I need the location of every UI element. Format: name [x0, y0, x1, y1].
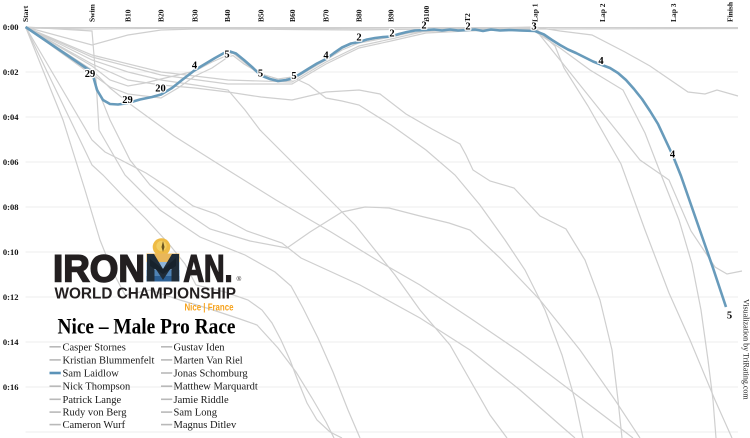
- svg-text:5: 5: [727, 311, 732, 322]
- svg-text:B50: B50: [257, 9, 266, 22]
- svg-text:Gustav Iden: Gustav Iden: [174, 342, 226, 353]
- svg-text:0:00: 0:00: [3, 22, 19, 32]
- svg-text:IRON: IRON: [53, 249, 145, 291]
- svg-text:0:04: 0:04: [3, 112, 19, 122]
- svg-text:Sam Long: Sam Long: [174, 408, 218, 419]
- svg-text:0:10: 0:10: [3, 247, 19, 257]
- svg-text:Swim: Swim: [88, 3, 97, 22]
- svg-text:3: 3: [531, 22, 536, 33]
- svg-text:Nick Thompson: Nick Thompson: [63, 382, 132, 393]
- svg-text:B60: B60: [288, 9, 297, 22]
- svg-text:0:08: 0:08: [3, 202, 19, 212]
- svg-text:0:14: 0:14: [3, 337, 19, 347]
- svg-text:Jonas Schomburg: Jonas Schomburg: [174, 369, 249, 380]
- svg-text:Kristian Blummenfelt: Kristian Blummenfelt: [63, 355, 155, 366]
- svg-text:29: 29: [122, 95, 133, 106]
- svg-text:AN.: AN.: [184, 249, 233, 291]
- svg-text:Sam Laidlow: Sam Laidlow: [63, 369, 120, 380]
- svg-text:4: 4: [598, 56, 604, 67]
- svg-text:2: 2: [465, 22, 470, 33]
- svg-text:Nice | France: Nice | France: [185, 302, 234, 314]
- svg-text:2: 2: [389, 29, 394, 40]
- svg-text:B20: B20: [157, 9, 166, 22]
- svg-text:Visualization by TriRating.com: Visualization by TriRating.com: [742, 299, 750, 400]
- svg-text:B30: B30: [191, 9, 200, 22]
- svg-text:Cameron Wurf: Cameron Wurf: [63, 420, 126, 431]
- svg-text:4: 4: [192, 61, 198, 72]
- svg-text:B90: B90: [387, 9, 396, 22]
- svg-text:®: ®: [237, 275, 242, 283]
- svg-text:B10: B10: [124, 9, 133, 22]
- svg-text:Lap 1: Lap 1: [531, 3, 540, 22]
- svg-text:B70: B70: [322, 9, 331, 22]
- svg-text:Casper Stornes: Casper Stornes: [63, 342, 126, 353]
- svg-text:4: 4: [323, 51, 329, 62]
- svg-text:2: 2: [356, 33, 361, 44]
- svg-text:Nice – Male Pro Race: Nice – Male Pro Race: [58, 314, 236, 339]
- svg-text:WORLD CHAMPIONSHIP: WORLD CHAMPIONSHIP: [55, 286, 237, 303]
- svg-text:Jamie Riddle: Jamie Riddle: [174, 395, 229, 406]
- svg-text:Patrick Lange: Patrick Lange: [63, 395, 122, 406]
- svg-text:Lap 2: Lap 2: [598, 3, 607, 22]
- svg-text:0:12: 0:12: [3, 292, 19, 302]
- svg-text:0:06: 0:06: [3, 157, 19, 167]
- svg-text:Matthew Marquardt: Matthew Marquardt: [174, 382, 258, 393]
- svg-text:Marten Van Riel: Marten Van Riel: [174, 355, 243, 366]
- svg-text:5: 5: [291, 71, 296, 82]
- svg-text:B100: B100: [422, 5, 431, 22]
- svg-text:20: 20: [155, 84, 166, 95]
- svg-text:B80: B80: [355, 9, 364, 22]
- svg-text:Rudy von Berg: Rudy von Berg: [63, 408, 128, 419]
- svg-text:T2: T2: [463, 13, 472, 22]
- svg-text:Magnus Ditlev: Magnus Ditlev: [174, 420, 237, 431]
- svg-text:Finish: Finish: [726, 1, 735, 22]
- svg-text:B40: B40: [223, 9, 232, 22]
- svg-text:0:02: 0:02: [3, 67, 19, 77]
- svg-text:4: 4: [670, 150, 676, 161]
- svg-text:5: 5: [224, 50, 229, 61]
- svg-text:Lap 3: Lap 3: [669, 3, 678, 22]
- svg-text:2: 2: [421, 21, 426, 32]
- svg-text:5: 5: [258, 69, 263, 80]
- svg-text:Start: Start: [21, 5, 30, 22]
- svg-text:0:16: 0:16: [3, 382, 19, 392]
- svg-text:29: 29: [85, 69, 96, 80]
